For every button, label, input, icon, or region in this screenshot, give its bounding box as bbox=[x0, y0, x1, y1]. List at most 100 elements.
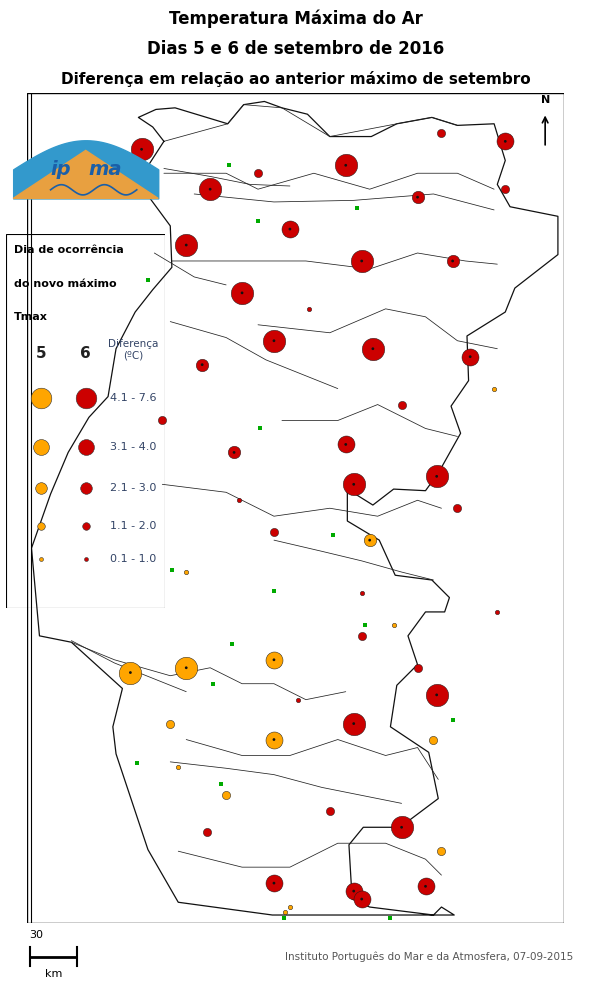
Point bbox=[81, 551, 90, 567]
Point bbox=[357, 253, 366, 269]
Point bbox=[492, 604, 502, 620]
Point bbox=[501, 181, 510, 197]
Point bbox=[137, 142, 147, 157]
Point bbox=[36, 518, 46, 533]
Point bbox=[432, 687, 441, 703]
Point bbox=[181, 564, 191, 580]
Point bbox=[181, 237, 191, 253]
Point bbox=[304, 301, 314, 317]
Point bbox=[357, 892, 366, 907]
Point bbox=[81, 480, 90, 496]
Point bbox=[36, 439, 46, 455]
Point bbox=[349, 884, 359, 899]
Point bbox=[397, 820, 406, 835]
Bar bbox=[27, 93, 31, 923]
Point bbox=[489, 381, 499, 397]
Text: N: N bbox=[541, 94, 550, 104]
Point bbox=[181, 237, 191, 253]
Point bbox=[81, 391, 90, 406]
Point bbox=[448, 253, 457, 269]
Point bbox=[36, 480, 46, 496]
Point bbox=[269, 524, 279, 540]
Point bbox=[269, 652, 279, 668]
Point bbox=[222, 787, 231, 803]
Point bbox=[234, 492, 243, 508]
Point bbox=[341, 437, 350, 453]
Point bbox=[368, 340, 378, 356]
Point bbox=[421, 879, 430, 894]
Point bbox=[501, 134, 510, 150]
Point bbox=[349, 884, 359, 899]
Point bbox=[137, 142, 147, 157]
Text: Dias 5 e 6 de setembro de 2016: Dias 5 e 6 de setembro de 2016 bbox=[147, 40, 444, 58]
Point bbox=[349, 715, 359, 731]
Point bbox=[365, 532, 375, 548]
Point bbox=[126, 664, 135, 680]
Point bbox=[197, 357, 207, 373]
Point bbox=[81, 439, 90, 455]
Point bbox=[36, 551, 46, 567]
Point bbox=[466, 348, 475, 364]
Point bbox=[432, 468, 441, 484]
Point bbox=[269, 732, 279, 748]
Text: Tmax: Tmax bbox=[14, 312, 48, 323]
Polygon shape bbox=[13, 151, 158, 199]
Point bbox=[202, 825, 212, 840]
Point bbox=[448, 253, 457, 269]
Polygon shape bbox=[31, 101, 558, 915]
Text: Dia de ocorrência: Dia de ocorrência bbox=[14, 245, 124, 255]
Point bbox=[357, 253, 366, 269]
Text: ip: ip bbox=[51, 159, 71, 179]
Text: 6: 6 bbox=[80, 346, 91, 361]
Point bbox=[349, 715, 359, 731]
Point bbox=[428, 732, 438, 748]
Point bbox=[453, 501, 462, 517]
Point bbox=[158, 412, 167, 428]
Point bbox=[36, 391, 46, 406]
Point bbox=[432, 468, 441, 484]
Text: Diferença
(ºC): Diferença (ºC) bbox=[108, 338, 159, 361]
Point bbox=[413, 189, 422, 205]
Point bbox=[368, 340, 378, 356]
Point bbox=[206, 181, 215, 197]
Text: 3.1 - 4.0: 3.1 - 4.0 bbox=[110, 442, 156, 452]
Text: Instituto Português do Mar e da Atmosfera, 07-09-2015: Instituto Português do Mar e da Atmosfer… bbox=[285, 952, 573, 961]
Point bbox=[269, 875, 279, 891]
Point bbox=[269, 732, 279, 748]
Point bbox=[437, 843, 446, 859]
Text: Diferença em relação ao anterior máximo de setembro: Diferença em relação ao anterior máximo … bbox=[61, 71, 530, 87]
Text: 5: 5 bbox=[35, 346, 46, 361]
Point bbox=[349, 476, 359, 492]
Point bbox=[229, 445, 239, 461]
Point bbox=[229, 445, 239, 461]
Point bbox=[81, 518, 90, 533]
Point bbox=[254, 165, 263, 181]
Point bbox=[437, 126, 446, 142]
Point bbox=[165, 715, 175, 731]
Point bbox=[357, 628, 366, 644]
Point bbox=[269, 875, 279, 891]
Point bbox=[280, 904, 290, 920]
Point bbox=[466, 348, 475, 364]
Point bbox=[126, 664, 135, 680]
Text: ma: ma bbox=[89, 159, 122, 179]
Text: 0.1 - 1.0: 0.1 - 1.0 bbox=[110, 554, 156, 564]
Point bbox=[432, 687, 441, 703]
Point bbox=[285, 221, 295, 237]
Point bbox=[285, 899, 295, 915]
Point bbox=[421, 879, 430, 894]
Point bbox=[413, 660, 422, 676]
Point bbox=[285, 221, 295, 237]
Point bbox=[181, 660, 191, 676]
Text: Temperatura Máxima do Ar: Temperatura Máxima do Ar bbox=[168, 9, 423, 28]
Point bbox=[269, 652, 279, 668]
Point bbox=[197, 357, 207, 373]
Point bbox=[269, 333, 279, 348]
Point bbox=[397, 397, 406, 412]
Point bbox=[341, 157, 350, 173]
Point bbox=[357, 892, 366, 907]
Point bbox=[365, 532, 375, 548]
Point bbox=[349, 476, 359, 492]
Text: 4.1 - 7.6: 4.1 - 7.6 bbox=[110, 394, 156, 403]
Point bbox=[293, 692, 303, 707]
